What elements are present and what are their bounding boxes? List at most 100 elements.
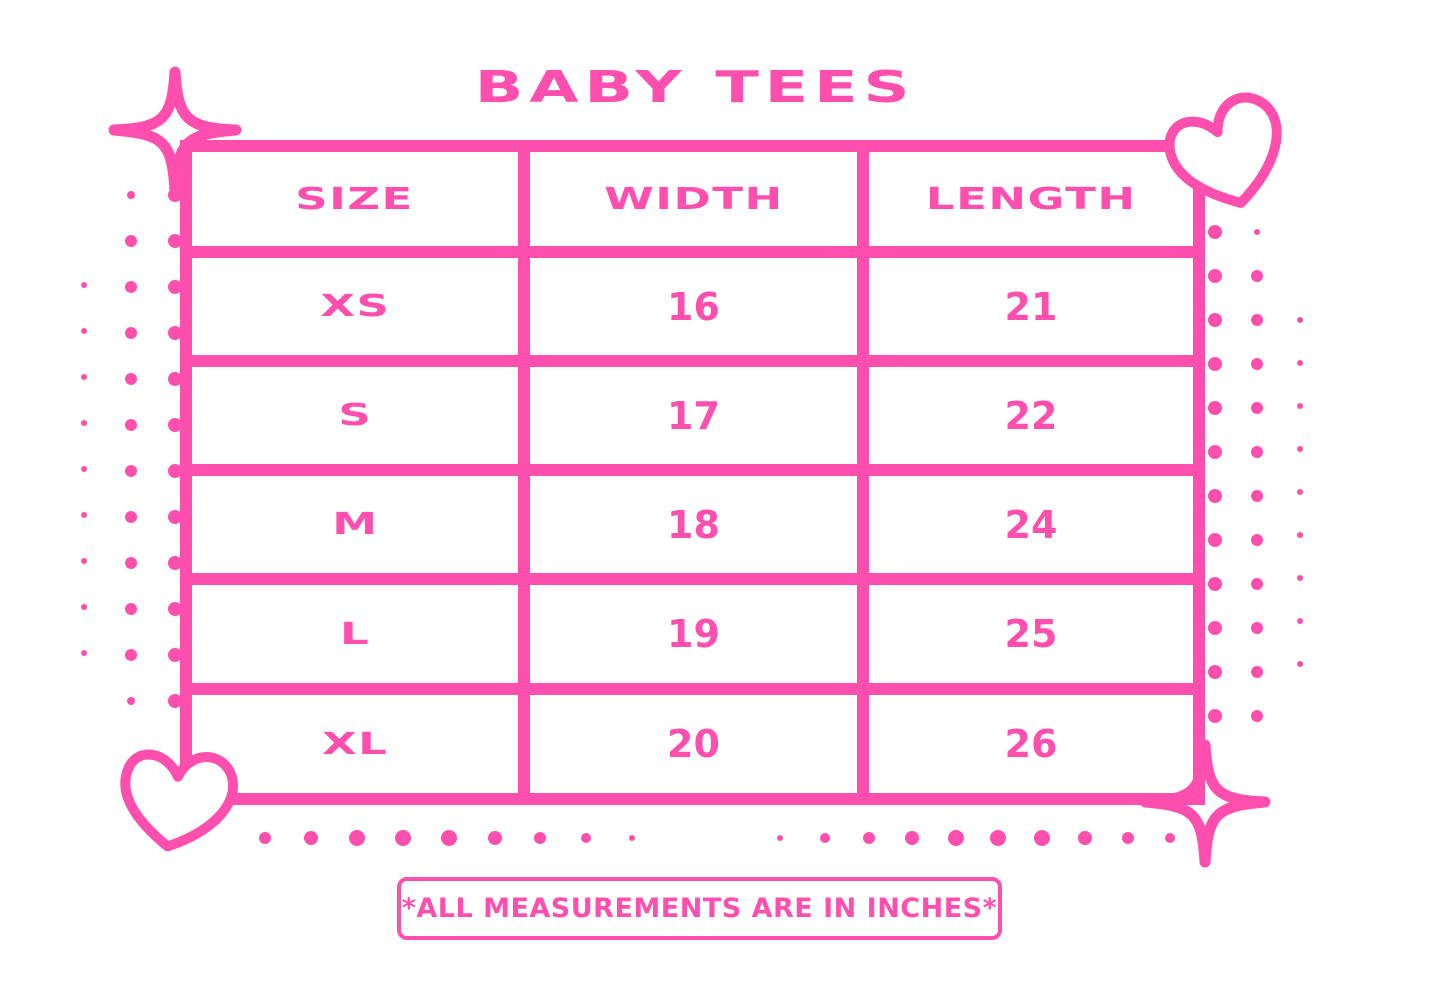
dot bbox=[1122, 832, 1134, 844]
dot bbox=[259, 832, 271, 844]
dot bbox=[1297, 575, 1303, 581]
dot bbox=[125, 235, 137, 247]
dot bbox=[1251, 270, 1263, 282]
dot bbox=[1297, 360, 1303, 366]
dot bbox=[125, 419, 137, 431]
dot bbox=[1297, 403, 1303, 409]
dot bbox=[168, 418, 182, 432]
dot bbox=[304, 831, 318, 845]
dot bbox=[81, 604, 87, 610]
table-cell-text: 24 bbox=[1004, 502, 1058, 547]
table-cell: XL bbox=[192, 695, 518, 793]
dot bbox=[168, 510, 182, 524]
table-cell: L bbox=[192, 585, 518, 683]
dot bbox=[534, 832, 546, 844]
header-cell: WIDTH bbox=[530, 152, 857, 246]
table-cell: 25 bbox=[869, 585, 1193, 683]
table-cell: 21 bbox=[869, 258, 1193, 355]
dot bbox=[1251, 490, 1263, 502]
dot bbox=[1208, 709, 1222, 723]
dot bbox=[127, 697, 135, 705]
dot bbox=[1208, 445, 1222, 459]
dot bbox=[1251, 710, 1263, 722]
dot bbox=[905, 831, 919, 845]
table-cell: 19 bbox=[530, 585, 857, 683]
header-cell: SIZE bbox=[192, 152, 518, 246]
table-cell: 16 bbox=[530, 258, 857, 355]
dot bbox=[1208, 401, 1222, 415]
sparkle-icon bbox=[108, 66, 242, 196]
dot bbox=[441, 830, 457, 846]
dot bbox=[125, 327, 137, 339]
dot bbox=[1297, 618, 1303, 624]
header-cell-text: WIDTH bbox=[603, 181, 784, 217]
table-cell-text: L bbox=[339, 616, 371, 652]
dot bbox=[1251, 534, 1263, 546]
table-cell-text: 25 bbox=[1004, 612, 1058, 656]
table-cell-text: M bbox=[331, 507, 379, 542]
dot bbox=[81, 558, 87, 564]
row-divider bbox=[180, 246, 1205, 258]
dot bbox=[81, 466, 87, 472]
dot bbox=[1297, 446, 1303, 452]
table-cell-text: 26 bbox=[1004, 722, 1058, 766]
table-cell: 22 bbox=[869, 367, 1193, 464]
dot bbox=[168, 372, 182, 386]
dot bbox=[1251, 578, 1263, 590]
measurement-note: *ALL MEASUREMENTS ARE IN INCHES* bbox=[397, 877, 1002, 940]
table-cell: 24 bbox=[869, 476, 1193, 573]
dot bbox=[125, 511, 137, 523]
dot bbox=[1208, 489, 1222, 503]
table-cell: 26 bbox=[869, 695, 1193, 793]
table-cell: 18 bbox=[530, 476, 857, 573]
row-divider bbox=[180, 573, 1205, 585]
dot-pattern bbox=[81, 188, 1303, 846]
dot bbox=[168, 648, 182, 662]
table-cell-text: S bbox=[338, 398, 372, 433]
dot bbox=[1297, 532, 1303, 538]
dot bbox=[990, 830, 1006, 846]
dot bbox=[127, 191, 135, 199]
heart-icon bbox=[120, 749, 238, 852]
dot bbox=[1251, 358, 1263, 370]
table-cell-text: 16 bbox=[667, 284, 720, 329]
table-cell-text: XS bbox=[319, 289, 391, 324]
dot bbox=[1078, 831, 1092, 845]
dot bbox=[168, 280, 182, 294]
dot bbox=[581, 833, 591, 843]
dot bbox=[1208, 665, 1222, 679]
table-cell: M bbox=[192, 476, 518, 573]
dot bbox=[168, 464, 182, 478]
table-cell-text: 22 bbox=[1004, 393, 1058, 438]
dot bbox=[168, 234, 182, 248]
dot bbox=[863, 832, 875, 844]
header-cell: LENGTH bbox=[869, 152, 1193, 246]
table-cell: 17 bbox=[530, 367, 857, 464]
table-cell-text: 21 bbox=[1004, 284, 1058, 329]
dot bbox=[125, 649, 137, 661]
dot bbox=[1297, 661, 1303, 667]
dot bbox=[1208, 577, 1222, 591]
dot bbox=[1297, 489, 1303, 495]
dot bbox=[629, 835, 635, 841]
dot bbox=[81, 512, 87, 518]
dot bbox=[395, 830, 411, 846]
dot bbox=[125, 373, 137, 385]
dot bbox=[125, 281, 137, 293]
dot bbox=[1251, 446, 1263, 458]
dot bbox=[349, 830, 365, 846]
dot bbox=[125, 557, 137, 569]
header-cell-text: SIZE bbox=[295, 181, 415, 217]
dot bbox=[1251, 314, 1263, 326]
dot bbox=[1208, 533, 1222, 547]
header-cell-text: LENGTH bbox=[925, 181, 1137, 217]
dot bbox=[81, 650, 87, 656]
dot bbox=[820, 833, 830, 843]
table-cell: S bbox=[192, 367, 518, 464]
dot bbox=[168, 602, 182, 616]
dot bbox=[1297, 317, 1303, 323]
dot bbox=[777, 835, 783, 841]
table-cell-text: 20 bbox=[667, 722, 720, 766]
dot bbox=[948, 830, 964, 846]
